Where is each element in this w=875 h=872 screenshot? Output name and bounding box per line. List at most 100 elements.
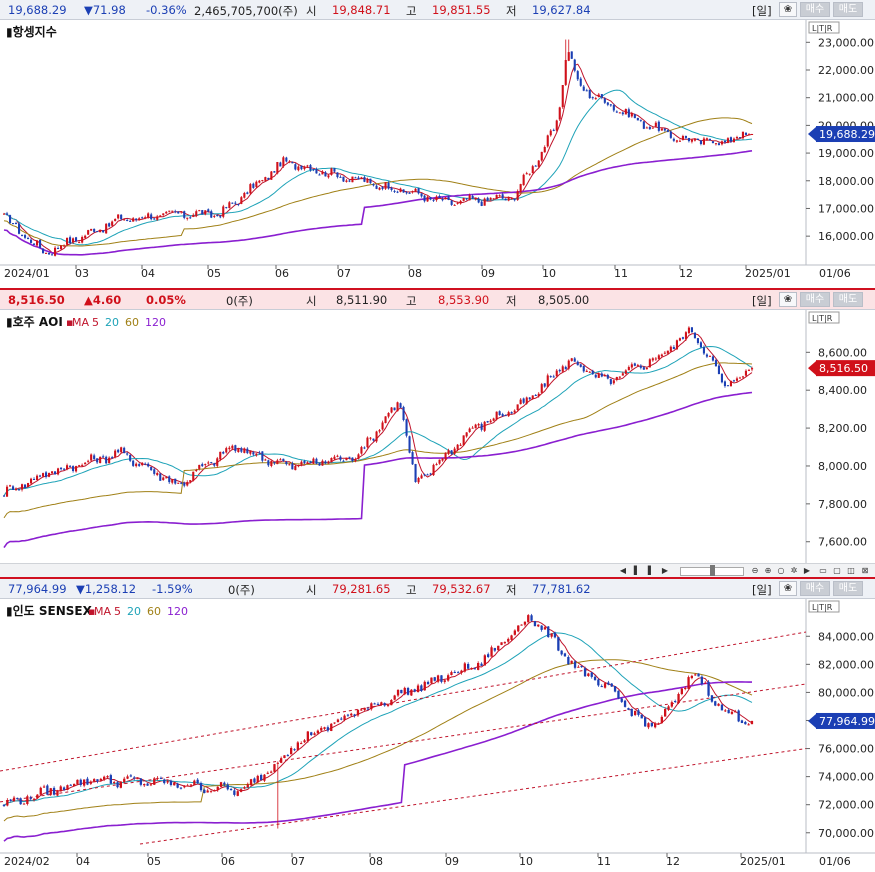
ma20-line [3,345,753,496]
candle-body [120,447,123,453]
candle-body [126,220,129,221]
candle-body [285,157,288,162]
candle-body [117,449,120,453]
candle-body [159,473,162,481]
candle-body [336,719,340,723]
candle-body [570,660,573,664]
candle-body [48,473,51,477]
period-button[interactable]: [일] [752,294,772,308]
candle-body [60,467,63,470]
candle-body [303,461,306,464]
candle-body [684,687,687,689]
window-icon[interactable]: ▢ [833,566,841,575]
settings-icon[interactable]: ❀ [779,2,797,17]
candle-body [576,71,579,80]
sensex-high-label: 고 [406,583,417,597]
close-icon[interactable]: ⊠ [861,566,869,575]
candle-body [126,453,129,455]
candle-body [315,458,318,464]
sell-button[interactable]: 매도 [833,2,863,17]
period-button[interactable]: [일] [752,4,772,18]
zoom-out-icon[interactable]: ⊖ [751,566,759,575]
candle-body [264,177,267,181]
candle-body [33,243,36,245]
candle-body [126,776,129,779]
candle-body [309,462,312,464]
candle-body [432,464,435,476]
candle-body [396,402,399,412]
candle-body [174,478,177,484]
x-tick-label: 12 [679,267,693,280]
y-tick-label: 18,000.00 [818,175,874,188]
x-tick-label: 11 [597,855,611,868]
candle-body [621,373,624,376]
candle-body [30,478,33,484]
candle-body [447,675,450,681]
candle-body [640,714,643,719]
reset-icon[interactable]: ○ [777,566,785,575]
candle-body [603,683,607,688]
candle-body [237,448,240,452]
candle-body [527,615,530,623]
candle-body [648,359,651,368]
gear-icon[interactable]: ✲ [790,566,798,575]
candle-body [83,779,86,786]
sell-button[interactable]: 매도 [833,292,863,307]
candle-body [270,460,273,466]
candle-body [99,778,102,781]
candle-body [690,327,693,333]
nav-right-icon[interactable]: ▶ [661,566,669,575]
candle-body [360,709,363,711]
plot-area [0,20,806,265]
nav-pause2-icon[interactable]: ▌ [647,566,655,575]
candle-body [351,176,354,183]
candle-body [585,90,588,92]
buy-button[interactable]: 매수 [800,2,830,17]
ma-legend-120: 120 [145,316,166,329]
ma-legend-5: 5 [92,316,99,329]
candle-body [408,192,411,194]
candle-body [443,680,446,682]
y-tick-label: 8,000.00 [818,460,867,473]
candle-body [456,202,459,204]
candle-body [660,716,663,724]
nav-next-icon[interactable]: ▶ [803,566,811,575]
candle-body [687,677,690,689]
candle-body [657,121,660,131]
nav-thumb[interactable] [710,565,715,576]
period-button[interactable]: [일] [752,583,772,597]
candle-body [459,444,462,446]
x-tick-label: 01/06 [819,267,851,280]
candle-body [138,218,141,221]
candle-body [72,466,75,471]
restore-icon[interactable]: ◫ [847,566,855,575]
candle-body [378,430,381,432]
candle-body [702,138,705,145]
minimize-icon[interactable]: ▭ [819,566,827,575]
candle-body [324,172,327,177]
nav-pause-icon[interactable]: ▌ [633,566,641,575]
ma20-line [3,632,753,807]
candle-body [593,676,597,681]
buy-button[interactable]: 매수 [800,292,830,307]
candle-body [291,463,294,470]
buy-button[interactable]: 매수 [800,581,830,596]
nav-left-icon[interactable]: ◀ [619,566,627,575]
sell-button[interactable]: 매도 [833,581,863,596]
candle-body [29,797,32,799]
candle-body [612,380,615,384]
zoom-in-icon[interactable]: ⊕ [764,566,772,575]
settings-icon[interactable]: ❀ [779,581,797,596]
settings-icon[interactable]: ❀ [779,292,797,307]
candle-body [33,479,36,480]
candle-body [433,677,436,681]
candle-body [420,193,423,197]
candle-body [543,147,546,153]
candle-body [223,782,226,785]
ma-legend-60: 60 [125,316,139,329]
candle-body [751,368,754,370]
candle-body [3,213,6,215]
candle-body [231,202,234,204]
candle-body [286,755,289,757]
candle-body [333,168,336,172]
